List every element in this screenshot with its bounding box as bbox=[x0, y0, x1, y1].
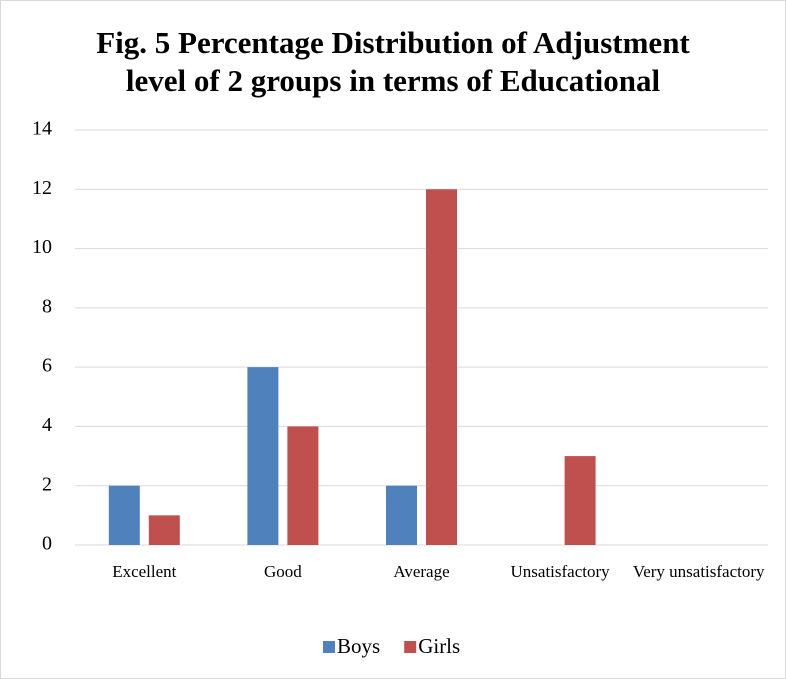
y-tick-label: 4 bbox=[42, 414, 52, 436]
legend-swatch bbox=[323, 641, 335, 653]
y-tick-label: 6 bbox=[42, 355, 52, 377]
legend-label: Girls bbox=[418, 634, 460, 658]
y-tick-label: 0 bbox=[42, 533, 52, 555]
bar bbox=[287, 426, 319, 545]
y-tick-label: 10 bbox=[32, 236, 52, 258]
bar bbox=[386, 485, 417, 545]
x-tick-label: Excellent bbox=[112, 562, 177, 581]
y-tick-label: 8 bbox=[42, 295, 52, 317]
y-tick-label: 12 bbox=[32, 177, 52, 199]
x-tick-label: Unsatisfactory bbox=[510, 562, 610, 581]
legend-label: Boys bbox=[337, 634, 380, 658]
chart-title: level of 2 groups in terms of Educationa… bbox=[126, 63, 661, 98]
bar bbox=[108, 485, 140, 545]
x-tick-label: Very unsatisfactory bbox=[632, 562, 765, 581]
legend-swatch bbox=[404, 641, 417, 653]
x-tick-label: Good bbox=[264, 562, 302, 581]
bar bbox=[564, 456, 596, 545]
bar bbox=[247, 367, 279, 545]
y-tick-label: 2 bbox=[42, 473, 52, 495]
chart-title: Fig. 5 Percentage Distribution of Adjust… bbox=[96, 25, 690, 60]
y-tick-label: 14 bbox=[32, 118, 52, 140]
x-tick-label: Average bbox=[393, 562, 450, 581]
bar bbox=[148, 515, 180, 545]
bar bbox=[426, 189, 457, 546]
